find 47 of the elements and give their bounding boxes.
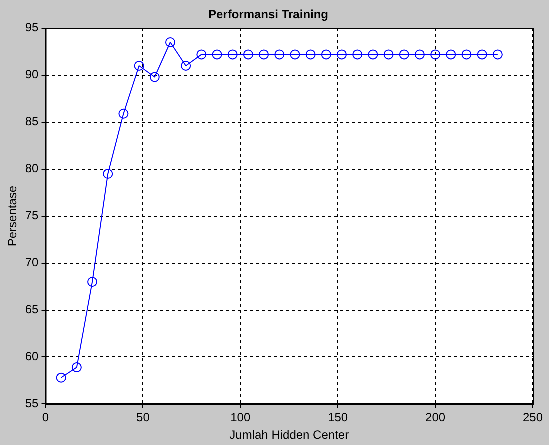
point bbox=[321, 50, 332, 60]
point bbox=[306, 50, 316, 60]
x-tick-label: 150 bbox=[328, 410, 348, 425]
point bbox=[492, 50, 503, 60]
point bbox=[165, 37, 176, 48]
point bbox=[477, 50, 488, 60]
y-tick-label: 70 bbox=[25, 256, 40, 270]
point bbox=[150, 72, 160, 82]
x-tick-label: 100 bbox=[230, 410, 251, 425]
point bbox=[274, 50, 285, 60]
y-tick-label: 95 bbox=[25, 20, 40, 35]
y-tick-label: 85 bbox=[25, 114, 40, 129]
y-tick-label: 65 bbox=[25, 302, 40, 317]
y-axis-title: Persentase bbox=[6, 186, 20, 247]
point bbox=[134, 60, 144, 71]
point bbox=[384, 50, 394, 60]
y-tick-label: 55 bbox=[25, 396, 40, 411]
point bbox=[352, 50, 363, 60]
point bbox=[430, 50, 441, 60]
x-tick-label: 50 bbox=[136, 410, 150, 425]
x-tick-label: 250 bbox=[522, 410, 544, 425]
x-tick-label: 200 bbox=[426, 410, 446, 425]
point bbox=[181, 60, 192, 71]
point bbox=[368, 50, 378, 60]
point bbox=[414, 50, 425, 60]
point bbox=[462, 50, 472, 60]
point bbox=[228, 50, 238, 60]
point bbox=[336, 50, 347, 60]
point bbox=[290, 50, 300, 60]
point bbox=[243, 50, 254, 60]
y-tick-label: 75 bbox=[25, 208, 40, 223]
y-tick-label: 60 bbox=[25, 350, 40, 364]
point bbox=[88, 277, 98, 288]
point bbox=[259, 50, 270, 60]
point bbox=[399, 50, 410, 60]
point bbox=[212, 50, 222, 60]
point bbox=[72, 362, 82, 373]
chart-title: Performansi Training bbox=[208, 8, 329, 22]
x-axis-title: Jumlah Hidden Center bbox=[230, 428, 350, 442]
point bbox=[103, 169, 114, 180]
x-tick-label: 0 bbox=[42, 410, 50, 425]
point bbox=[118, 108, 129, 119]
y-tick-label: 90 bbox=[25, 68, 40, 82]
point bbox=[56, 372, 66, 383]
point bbox=[196, 50, 207, 60]
point bbox=[446, 50, 456, 60]
y-tick-label: 80 bbox=[25, 162, 40, 176]
